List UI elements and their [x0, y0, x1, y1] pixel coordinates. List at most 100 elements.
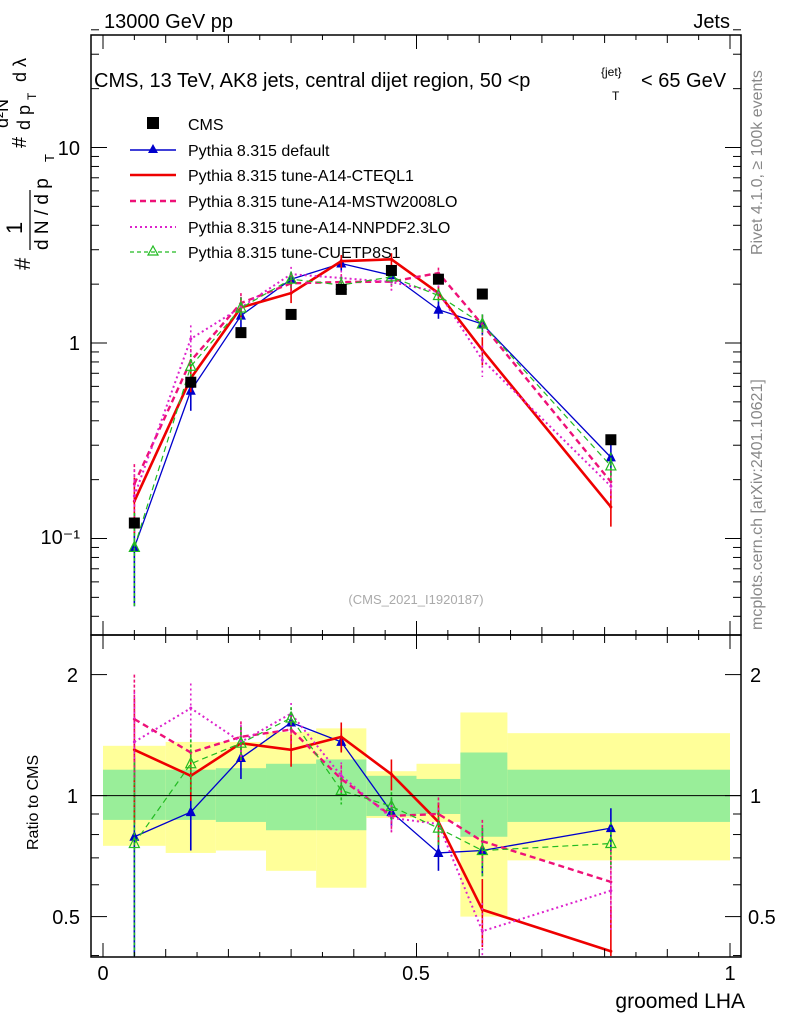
plot-title-sub: T: [612, 89, 620, 103]
main-point-cuetp-6: [432, 288, 445, 301]
ratio-point-cuetp-8: [604, 836, 617, 849]
plot-title-sup: {jet}: [601, 65, 622, 79]
ratio-point-cuetp-6: [432, 820, 445, 833]
y-label-one: 1: [2, 222, 27, 234]
ratio-point-cuetp-1: [184, 756, 197, 769]
legend-label-cuetp: Pythia 8.315 tune-CUETP8S1: [188, 245, 401, 262]
y-label-dl: d λ: [10, 58, 30, 82]
ratio-point-nnpdf-0: [132, 740, 136, 744]
ratio-point-cuetp-0: [128, 836, 141, 849]
main-point-cuetp-7: [476, 316, 489, 329]
main-point-cteql1-8: [609, 505, 613, 509]
main-point-cteql1-5: [389, 257, 393, 261]
plot-title-main: CMS, 13 TeV, AK8 jets, central dijet reg…: [94, 70, 530, 92]
main-point-nnpdf-1: [189, 337, 193, 341]
ratio-y-label: Ratio to CMS: [25, 755, 42, 850]
main-point-cteql1-3: [289, 291, 293, 295]
analysis-watermark: (CMS_2021_I1920187): [348, 592, 483, 607]
main-point-cuetp-2: [234, 300, 247, 313]
main-point-cuetp-8: [604, 458, 617, 471]
ratio-point-cteql1-4: [339, 735, 343, 739]
ratio-point-cuetp-7: [476, 843, 489, 856]
ratio-point-nnpdf-4: [339, 774, 343, 778]
ratio-point-cuetp-3: [285, 710, 298, 723]
cms-point-0: [128, 517, 140, 529]
ratio-point-cuetp-4: [335, 783, 348, 796]
main-ytick-10: 10: [58, 138, 80, 160]
main-point-nnpdf-8: [609, 484, 613, 488]
y-label-den2: d p: [14, 105, 34, 130]
main-line-cuetp: [133, 276, 612, 548]
y-label-frac-den-sub: T: [42, 154, 57, 162]
y-label-frac-den: d N / d p: [32, 178, 53, 250]
x-axis-label: groomed LHA: [615, 990, 745, 1013]
band-inner-3: [266, 763, 317, 831]
main-point-mstw-8: [609, 480, 613, 484]
ratio-point-cteql1-8: [609, 949, 613, 953]
xtick-1: 1: [724, 963, 735, 985]
y-label-hash1: #: [10, 257, 35, 270]
cms-point-3: [285, 308, 297, 320]
main-series: [128, 253, 617, 607]
ratio-ytick-right-1: 1: [750, 786, 761, 808]
main-point-nnpdf-0: [132, 494, 136, 498]
legend-label-mstw: Pythia 8.315 tune-A14-MSTW2008LO: [188, 194, 457, 211]
legend-marker-cuetp: [146, 244, 160, 256]
ratio-point-cuetp-2: [234, 735, 247, 748]
main-point-cuetp-0: [128, 540, 141, 553]
cms-point-7: [476, 288, 488, 300]
legend: CMS Pythia 8.315 default Pythia 8.315 tu…: [130, 117, 457, 262]
cms-point-5: [385, 264, 397, 276]
legend-label-cms: CMS: [188, 117, 224, 134]
cms-point-6: [432, 273, 444, 285]
mcplots-label: mcplots.cern.ch [arXiv:2401.10621]: [749, 379, 766, 630]
y-label-num: d²N: [0, 99, 12, 128]
cms-point-4: [335, 283, 347, 295]
ratio-point-default-1: [185, 806, 196, 817]
main-point-default-8: [605, 451, 616, 462]
band-inner-7: [460, 752, 508, 837]
legend-label-default: Pythia 8.315 default: [188, 143, 330, 160]
ratio-line-mstw: [133, 718, 612, 884]
main-point-cuetp-1: [184, 358, 197, 371]
main-line-mstw: [133, 271, 612, 485]
main-line-nnpdf: [133, 273, 612, 497]
main-point-default-6: [433, 303, 444, 314]
ratio-ytick-right-0.5: 0.5: [748, 907, 776, 929]
axis-ticks: [91, 29, 741, 957]
ratio-ytick-left-0.5: 0.5: [52, 907, 80, 929]
main-y-label: # 1 d N / d p T # d²N d p T d λ: [0, 58, 57, 270]
xtick-0: 0: [97, 963, 108, 985]
ratio-ytick-left-2: 2: [67, 665, 78, 687]
main-point-nnpdf-7: [480, 358, 484, 362]
ratio-ytick-right-2: 2: [750, 665, 761, 687]
xtick-0.5: 0.5: [402, 963, 430, 985]
ratio-point-default-0: [129, 830, 140, 841]
plot-title: CMS, 13 TeV, AK8 jets, central dijet reg…: [94, 65, 727, 103]
header-right: Jets: [693, 11, 730, 33]
ratio-point-mstw-8: [609, 880, 613, 884]
ratio-ytick-left-1: 1: [67, 786, 78, 808]
rivet-label: Rivet 4.1.0, ≥ 100k events: [749, 70, 766, 255]
legend-marker-default: [148, 144, 158, 153]
main-ytick-1: 1: [69, 333, 80, 355]
cms-point-1: [185, 376, 197, 388]
ratio-line-nnpdf: [133, 706, 612, 933]
ratio-point-nnpdf-8: [609, 889, 613, 893]
ratio-point-cuetp-5: [385, 799, 398, 812]
legend-label-nnpdf: Pythia 8.315 tune-A14-NNPDF2.3LO: [188, 220, 450, 237]
ratio-point-cteql1-3: [289, 748, 293, 752]
ratio-point-default-6: [433, 846, 444, 857]
main-line-default: [133, 262, 612, 548]
cms-point-2: [235, 327, 247, 339]
legend-marker-cms: [147, 117, 159, 129]
legend-label-cteql1: Pythia 8.315 tune-A14-CTEQL1: [188, 168, 414, 185]
header-left: 13000 GeV pp: [104, 11, 233, 33]
main-point-cteql1-4: [339, 259, 343, 263]
ratio-series: [128, 674, 617, 956]
y-label-den2-sub: T: [25, 92, 39, 100]
ratio-uncertainty-bands: [103, 712, 730, 917]
ratio-point-nnpdf-7: [480, 929, 484, 933]
cms-point-8: [605, 434, 617, 446]
